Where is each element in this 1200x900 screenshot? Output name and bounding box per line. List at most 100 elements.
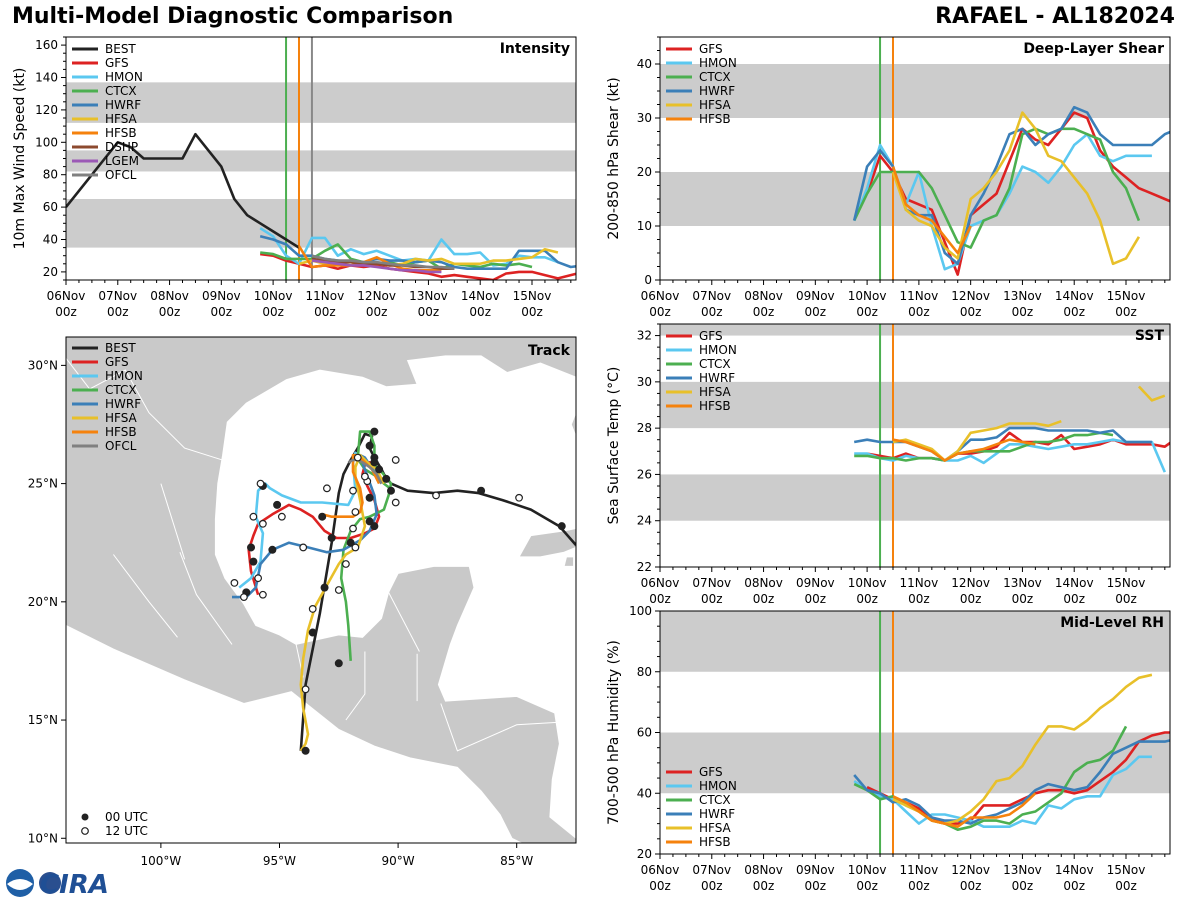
x-tick-label: 14Nov [1055,289,1094,303]
y-axis-label: 200-850 hPa Shear (kt) [606,77,622,239]
x-tick-sublabel: 00z [159,305,181,319]
legend-label-gfs: GFS [105,56,129,70]
y-tick-label: 100 [629,604,652,618]
x-tick-sublabel: 00z [960,879,982,893]
x-tick-sublabel: 00z [649,305,671,319]
series-hfsb [891,166,972,255]
y-tick-label: 40 [43,233,58,247]
x-tick-label: 06Nov [641,863,680,877]
x-tick-sublabel: 00z [805,592,827,606]
series-hmon [259,227,559,267]
x-tick-label: 13Nov [409,289,448,303]
y-tick-label: 0 [644,273,652,287]
legend-label-ofcl: OFCL [105,168,137,182]
point-12utc [323,484,331,493]
band-1 [660,64,1170,118]
x-tick-sublabel: 00z [856,305,878,319]
x-tick-label: 06Nov [47,289,86,303]
map-layer [66,337,576,843]
x-tick-label: 11Nov [900,576,939,590]
band-2 [66,82,576,123]
y-tick-label: 80 [637,665,652,679]
pacific-ocean [66,624,522,843]
point-12utc [432,491,440,500]
x-tick-label: 12Nov [951,576,990,590]
series-ctcx [853,127,1141,249]
legend-marker-00utc [81,813,89,821]
legend-label-hfsb: HFSB [105,126,137,140]
series-group [852,105,1170,276]
y-tick-label: 40 [637,57,652,71]
x-tick-sublabel: 00z [649,879,671,893]
point-12utc [351,543,360,552]
legend-label-hmon: HMON [105,369,143,383]
legend-label-gfs: GFS [699,42,723,56]
x-tick-label: 07Nov [692,289,731,303]
y-tick-label: 10°N [28,831,58,845]
legend-label-hwrf: HWRF [699,807,735,821]
y-tick-label: 15°N [28,713,58,727]
x-tick-sublabel: 00z [1012,879,1034,893]
x-tick-sublabel: 00z [55,305,77,319]
legend-label-hfsb: HFSB [699,399,731,413]
y-tick-label: 22 [637,560,652,574]
series-best [66,132,300,249]
panel-title: Track [528,343,571,359]
point-00utc [365,441,374,450]
point-00utc [386,486,395,495]
point-00utc [370,427,379,436]
legend-label-00utc: 00 UTC [105,810,148,824]
panel-title: Deep-Layer Shear [1023,41,1164,57]
x-tick-sublabel: 00z [701,879,723,893]
y-tick-label: 160 [35,38,58,52]
x-tick-sublabel: 00z [366,305,388,319]
band-2 [660,324,1170,336]
point-00utc [365,517,374,526]
x-tick-sublabel: 00z [753,305,775,319]
legend-label-hmon: HMON [105,70,143,84]
x-tick-sublabel: 00z [1115,305,1137,319]
point-12utc [334,586,343,594]
band-1 [66,150,576,172]
x-tick-sublabel: 00z [753,879,775,893]
x-tick-label: 11Nov [900,863,939,877]
legend-label-best: BEST [105,341,136,355]
x-tick-sublabel: 00z [856,879,878,893]
y-tick-label: 40 [637,786,652,800]
plot-frame [659,323,1171,568]
x-tick-label: 15Nov [1107,289,1146,303]
panel-title: SST [1135,328,1165,344]
point-00utc [557,522,566,531]
y-tick-label: 140 [35,71,58,85]
x-tick-label: 15Nov [1107,576,1146,590]
x-tick-sublabel: 00z [960,592,982,606]
series-ofcl [311,254,455,270]
x-tick-sublabel: 00z [908,592,930,606]
legend-label-hfsa: HFSA [699,98,732,112]
x-tick-label: 08Nov [744,863,783,877]
point-00utc [249,557,258,566]
x-tick-sublabel: 00z [856,592,878,606]
border-line [345,651,366,721]
panel-title: Mid-Level RH [1060,615,1164,631]
x-tick-label: 06Nov [641,289,680,303]
y-tick-label: 120 [35,103,58,117]
point-00utc [318,512,327,521]
x-tick-label: 11Nov [306,289,345,303]
cira-logo-text: CIRA [40,870,109,900]
x-tick-label: 08Nov [744,289,783,303]
y-axis-label: 10m Max Wind Speed (kt) [12,68,28,250]
x-tick-sublabel: 00z [649,592,671,606]
x-tick-label: 95°W [263,854,296,868]
x-tick-label: 09Nov [202,289,241,303]
point-12utc [258,590,267,599]
point-12utc [299,543,308,552]
band-0 [660,474,1170,521]
chart-sst: 22 24 26 28 30 32 06Nov 00z 07Nov 00z 08Nov 00z 09No… [606,323,1171,606]
border-line [440,703,558,752]
point-12utc [391,456,400,464]
y-tick-label: 20°N [28,595,58,609]
x-tick-sublabel: 00z [314,305,336,319]
point-00utc [375,465,384,474]
